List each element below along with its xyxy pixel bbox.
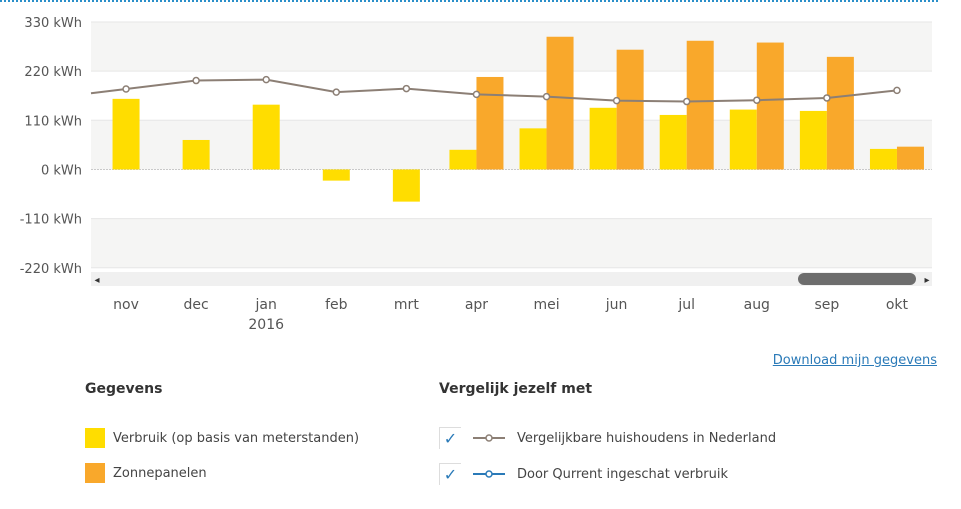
legend-label-zonnepanelen: Zonnepanelen <box>113 465 207 481</box>
legend-item-zonnepanelen[interactable]: Zonnepanelen <box>85 463 207 483</box>
compare-item-qurrent[interactable]: ✓ Door Qurrent ingeschat verbruik <box>439 463 728 485</box>
vergelijk-title: Vergelijk jezelf met <box>439 381 593 397</box>
chart-band <box>91 218 932 268</box>
top-dotted-border <box>0 0 938 2</box>
y-tick-label: 330 kWh <box>24 16 82 31</box>
bar-zonnepanelen-jul <box>686 40 714 170</box>
compare-label-qurrent: Door Qurrent ingeschat verbruik <box>517 466 728 482</box>
bar-zonnepanelen-aug <box>756 42 784 170</box>
line-marker-gray-icon <box>473 434 505 442</box>
bar-verbruik-dec <box>182 139 210 170</box>
y-tick-label: -110 kWh <box>20 213 82 228</box>
gegevens-title: Gegevens <box>85 381 163 397</box>
scrollbar-track <box>91 272 932 286</box>
compare-label-huishoudens: Vergelijkbare huishoudens in Nederland <box>517 430 777 446</box>
bar-verbruik-jan <box>252 104 280 170</box>
line-point-jan <box>262 75 270 84</box>
chart-band <box>91 267 932 270</box>
chart-bars <box>112 36 924 202</box>
line-point-apr <box>472 90 481 99</box>
bar-zonnepanelen-sep <box>826 56 854 170</box>
line-point-nov <box>122 85 130 93</box>
bar-verbruik-mrt <box>392 169 420 202</box>
line-point-okt <box>893 86 901 95</box>
comparison-line <box>90 75 901 106</box>
x-tick-label-apr: apr <box>465 297 488 313</box>
checkbox-huishoudens[interactable]: ✓ <box>439 427 461 449</box>
chart-band <box>91 169 932 219</box>
x-tick-label-sep: sep <box>814 297 839 313</box>
bar-verbruik-apr <box>449 149 477 170</box>
bar-zonnepanelen-jun <box>616 49 644 170</box>
x-tick-label-jan: jan <box>255 297 277 313</box>
bar-zonnepanelen-apr <box>476 76 504 170</box>
y-tick-label: -220 kWh <box>20 262 82 277</box>
x-tick-label-nov: nov <box>113 297 139 313</box>
y-tick-label: 0 kWh <box>41 163 82 178</box>
x-tick-label-feb: feb <box>325 297 348 313</box>
download-data-link[interactable]: Download mijn gegevens <box>772 353 937 368</box>
x-tick-label-okt: okt <box>886 297 909 313</box>
bar-verbruik-okt <box>869 148 897 170</box>
line-point-jun <box>612 96 621 105</box>
bar-verbruik-aug <box>729 109 757 170</box>
bar-verbruik-feb <box>322 169 350 181</box>
line-point-mei <box>542 92 551 101</box>
yellow-swatch-icon <box>85 428 105 448</box>
y-tick-label: 110 kWh <box>24 114 82 129</box>
y-axis-ticks: 330 kWh 220 kWh 110 kWh 0 kWh -110 kWh -220 k… <box>20 16 82 277</box>
compare-item-huishoudens[interactable]: ✓ Vergelijkbare huishoudens in Nederland <box>439 427 776 449</box>
x-tick-label-mei: mei <box>533 297 559 313</box>
scroll-right-arrow-icon: ▸ <box>924 275 929 286</box>
bar-zonnepanelen-mei <box>546 36 574 170</box>
line-point-sep <box>823 94 831 102</box>
chart-band <box>91 22 932 72</box>
orange-swatch-icon <box>85 463 105 483</box>
line-point-feb <box>332 88 341 96</box>
checkmark-icon: ✓ <box>443 429 458 448</box>
chart-band <box>91 120 932 170</box>
bar-verbruik-jul <box>659 114 687 170</box>
x-tick-label-jul: jul <box>677 297 695 313</box>
scrollbar-thumb <box>798 273 916 285</box>
x-tick-label-dec: dec <box>184 297 209 313</box>
bar-verbruik-nov <box>112 98 140 170</box>
line-point-jul <box>682 97 691 106</box>
chart-bands <box>91 22 932 270</box>
x-year-label: 2016 <box>248 317 284 333</box>
x-axis-months: nov dec jan feb mrt apr mei jun jul aug sep okt 2016 <box>113 297 908 333</box>
line-point-dec <box>192 76 200 85</box>
bar-zonnepanelen-okt <box>896 146 924 170</box>
bar-verbruik-sep <box>799 110 827 170</box>
line-marker-blue-icon <box>473 470 505 478</box>
legend-label-verbruik: Verbruik (op basis van meterstanden) <box>113 430 360 446</box>
scroll-left-arrow-icon: ◂ <box>94 275 99 286</box>
line-point-aug <box>753 96 761 104</box>
x-tick-label-mrt: mrt <box>394 297 419 313</box>
energy-chart: 330 kWh 220 kWh 110 kWh 0 kWh -110 kWh -220 k… <box>20 16 932 333</box>
chart-grid <box>91 21 932 269</box>
bar-verbruik-jun <box>589 107 617 170</box>
checkbox-qurrent[interactable]: ✓ <box>439 463 461 485</box>
chart-scrollbar[interactable]: ◂ ▸ <box>91 272 932 286</box>
x-tick-label-aug: aug <box>744 297 770 313</box>
checkmark-icon: ✓ <box>443 465 458 484</box>
x-tick-label-jun: jun <box>605 297 628 313</box>
line-point-mrt <box>402 84 411 93</box>
legend-item-verbruik[interactable]: Verbruik (op basis van meterstanden) <box>85 428 359 448</box>
y-tick-label: 220 kWh <box>24 65 82 80</box>
bar-verbruik-mei <box>519 128 547 170</box>
